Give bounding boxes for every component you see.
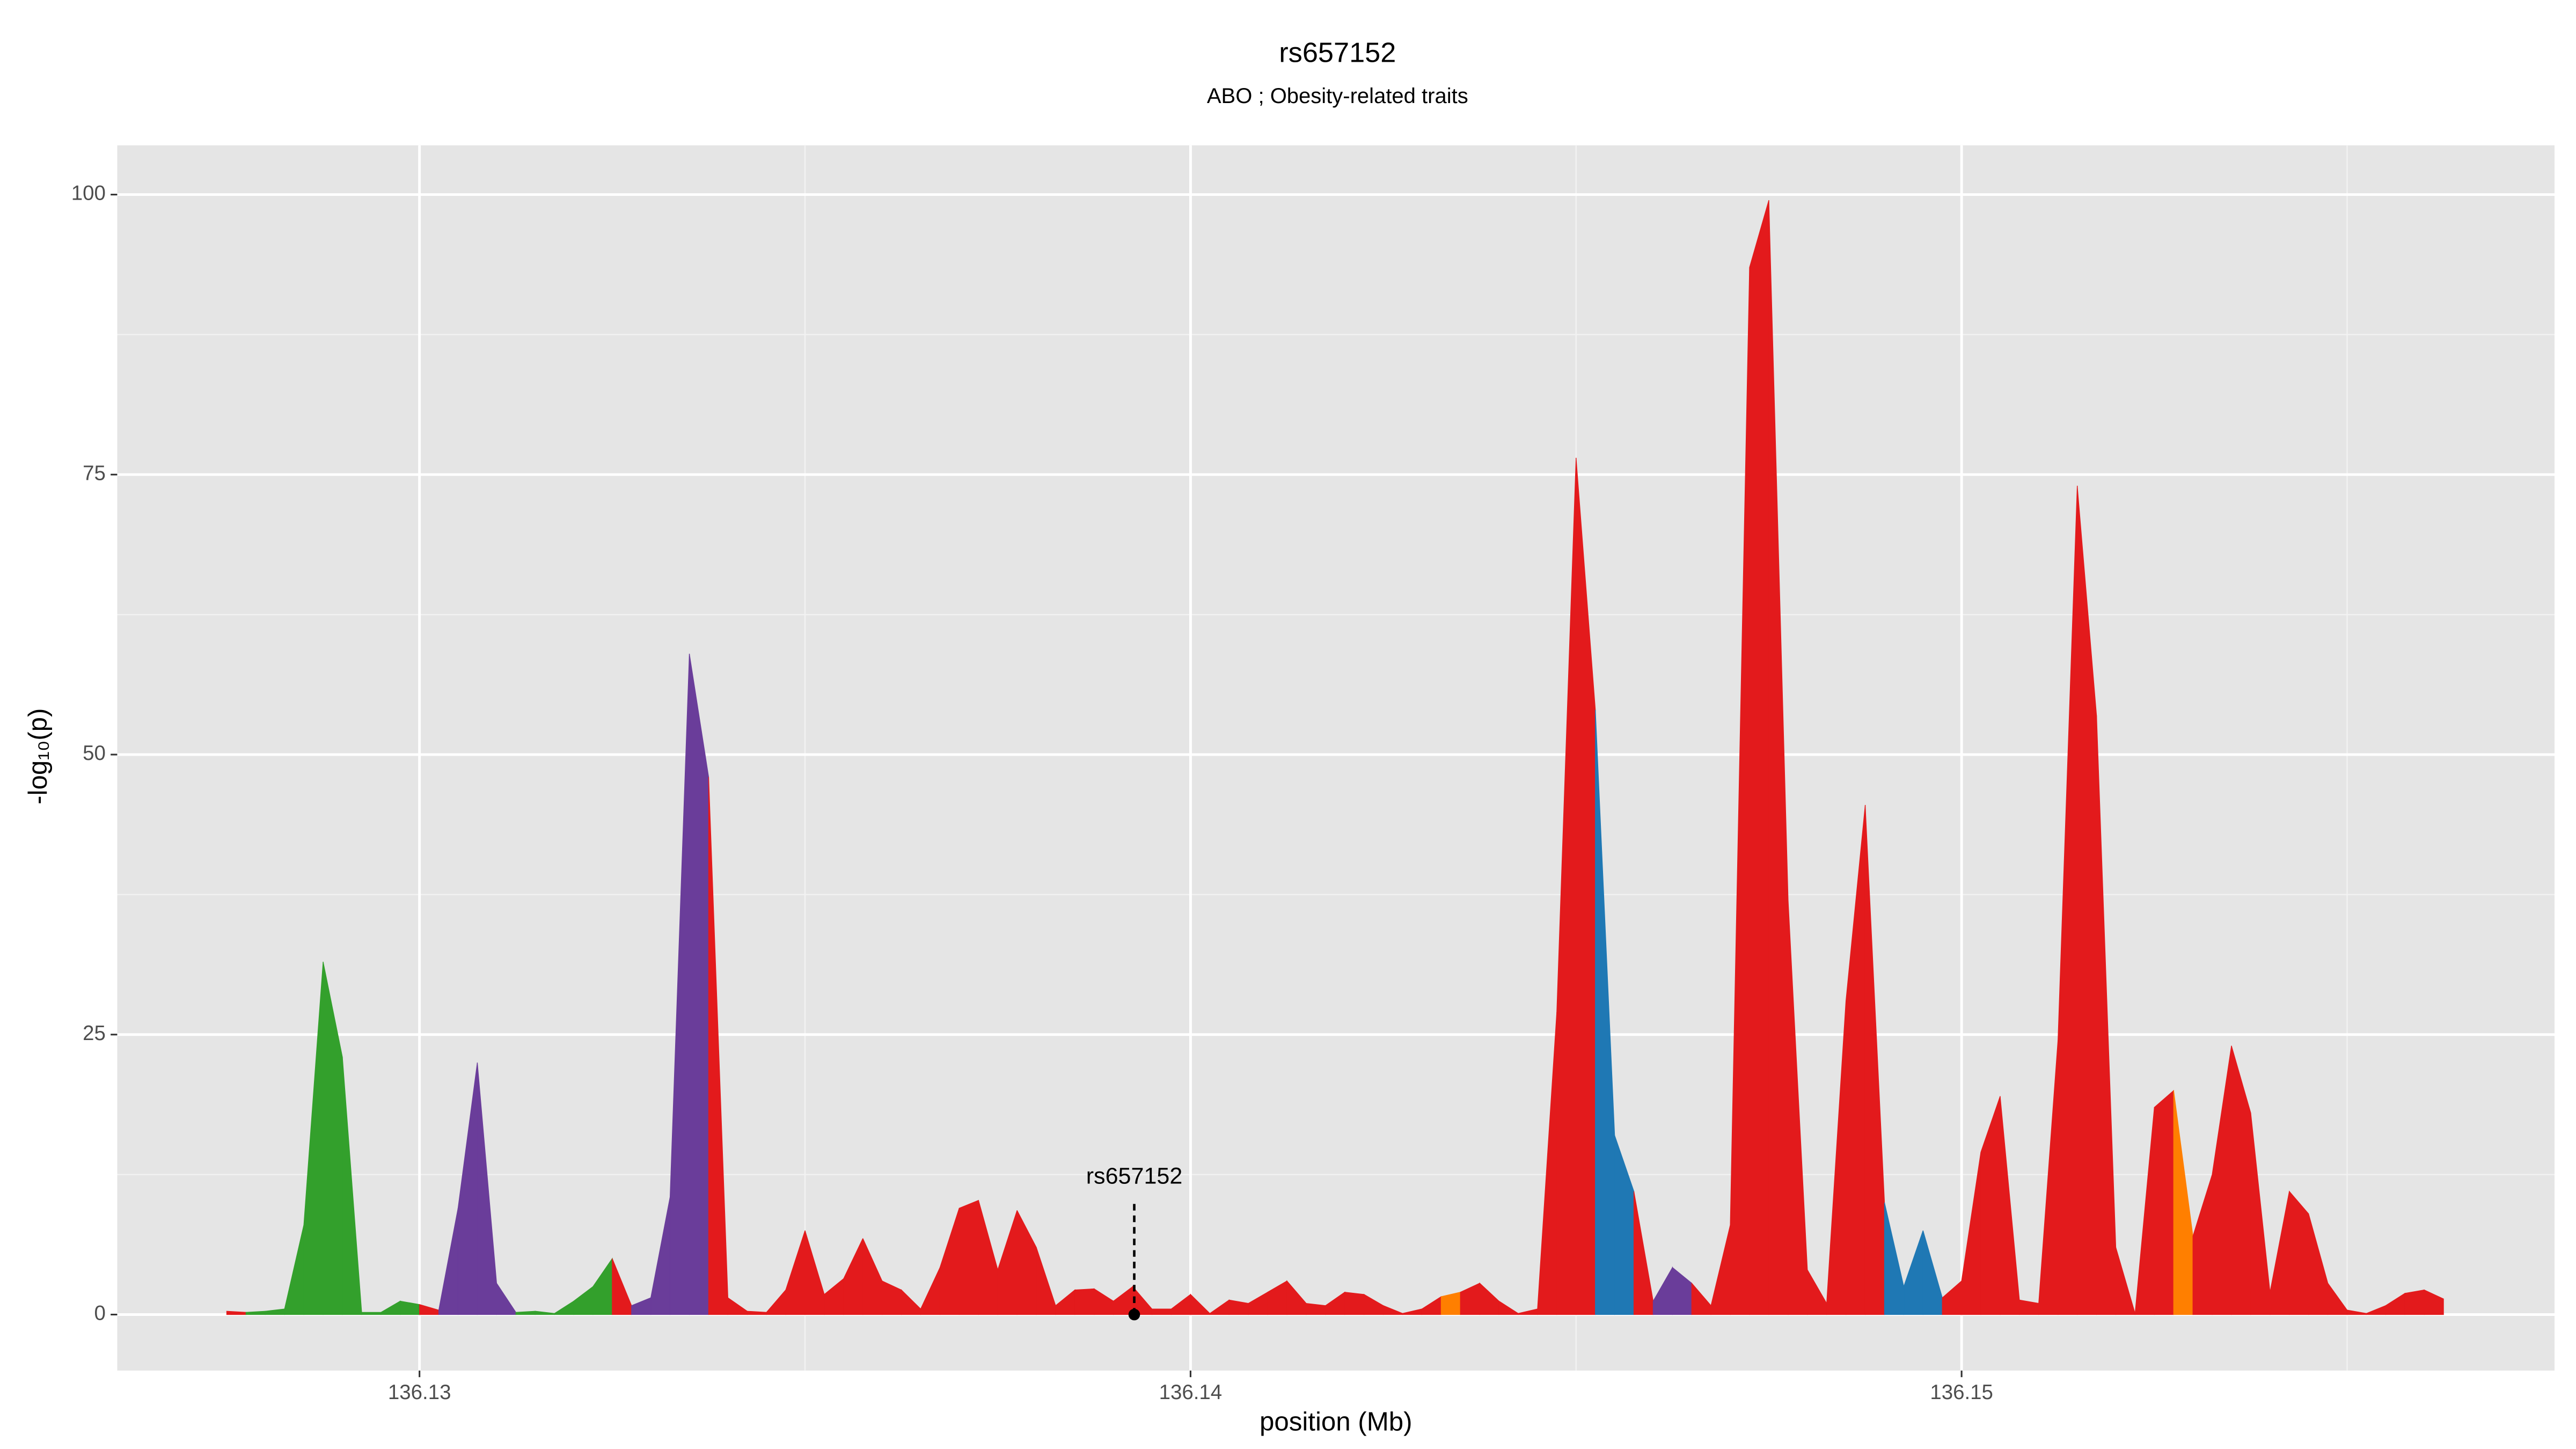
area-segment bbox=[1151, 1308, 1172, 1315]
y-axis-label: -log₁₀(p) bbox=[23, 708, 53, 804]
y-tick-label: 100 bbox=[71, 182, 106, 205]
y-tick-label: 25 bbox=[83, 1022, 106, 1045]
x-tick-label: 136.15 bbox=[1930, 1381, 1993, 1404]
area-segment bbox=[958, 1199, 979, 1315]
area-segment bbox=[1074, 1288, 1095, 1315]
area-segment bbox=[1344, 1292, 1365, 1315]
y-tick-label: 0 bbox=[94, 1302, 106, 1325]
annotation-label: rs657152 bbox=[1086, 1163, 1183, 1189]
marks: rs657152 bbox=[226, 200, 2444, 1321]
plot-panel bbox=[117, 145, 2555, 1371]
x-axis-label: position (Mb) bbox=[1260, 1407, 1412, 1436]
x-tick-label: 136.14 bbox=[1159, 1381, 1223, 1404]
area-segment bbox=[1749, 200, 1769, 1315]
area-segment bbox=[361, 1312, 382, 1315]
chart-title: rs657152 bbox=[1279, 37, 1396, 68]
annotation-point bbox=[1128, 1308, 1140, 1321]
chart-subtitle: ABO ; Obesity-related traits bbox=[1207, 84, 1468, 108]
y-tick-label: 75 bbox=[83, 462, 106, 485]
y-tick-label: 50 bbox=[83, 742, 106, 765]
area-segment bbox=[1306, 1302, 1326, 1315]
axes: 0 25 50 75 100 136.13 136.14 136.15 bbox=[71, 182, 1993, 1404]
area-segment bbox=[2404, 1289, 2425, 1315]
area-segment bbox=[2154, 1089, 2174, 1315]
area-segment bbox=[2424, 1289, 2444, 1315]
x-tick-label: 136.13 bbox=[388, 1381, 451, 1404]
